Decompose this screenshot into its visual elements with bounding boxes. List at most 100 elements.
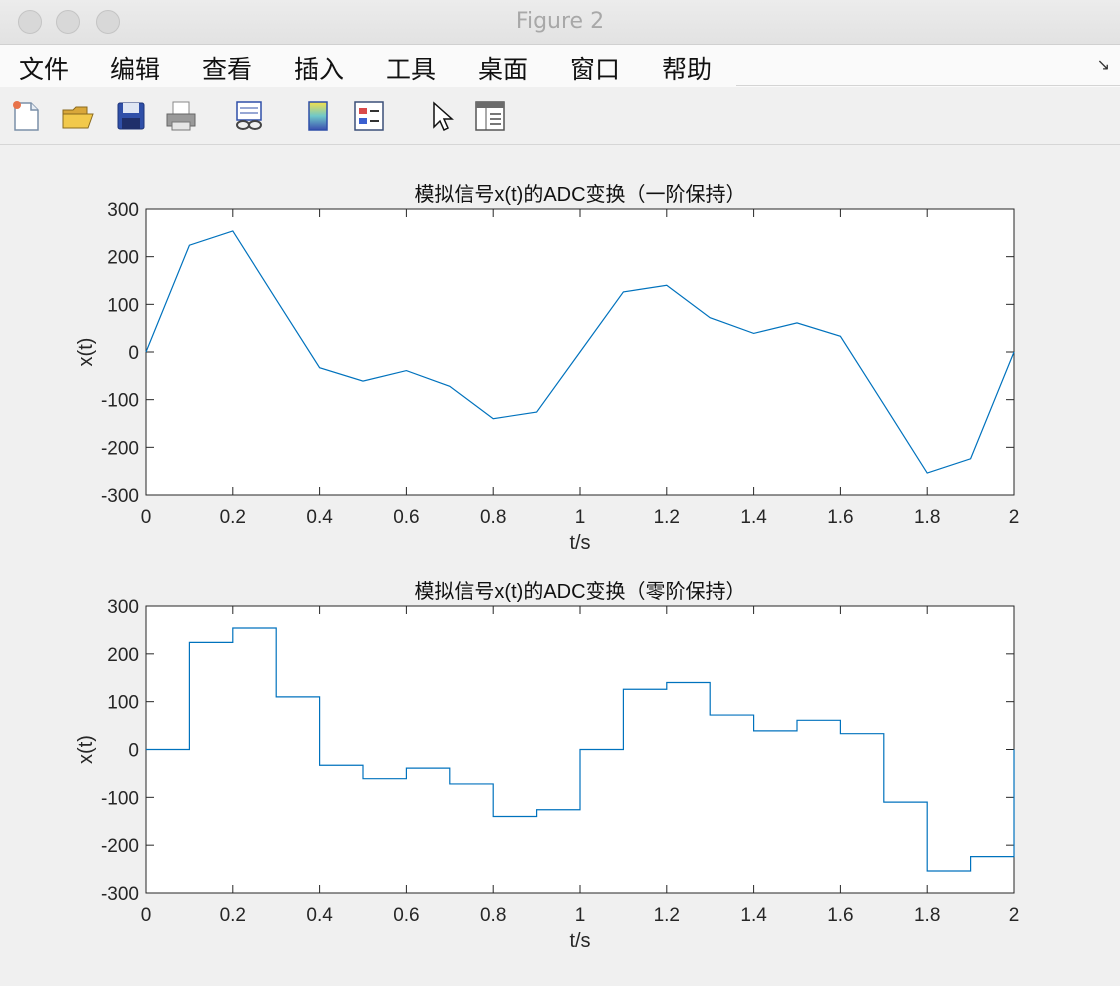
menu-window[interactable]: 窗口	[570, 55, 621, 84]
x-tick-label: 1	[575, 507, 586, 528]
data-point	[579, 351, 582, 354]
data-point	[622, 688, 625, 691]
save-icon[interactable]	[113, 98, 149, 134]
axes-1: 0 0.2 0.4 0.6 0.8 1 1.2 1.4 1.6 1.8 2 300 200 100 0 -10…	[75, 183, 1019, 554]
x-tick-label: 1.2	[654, 905, 680, 926]
y-tick-label: -100	[101, 391, 139, 412]
data-point	[579, 748, 582, 751]
menu-view[interactable]: 查看	[202, 55, 253, 84]
data-point	[796, 321, 799, 324]
data-point	[535, 808, 538, 811]
data-point	[882, 801, 885, 804]
x-tick-label: 1.2	[654, 507, 680, 528]
data-point	[145, 351, 148, 354]
title-bar[interactable]: Figure 2	[0, 0, 1120, 45]
print-icon[interactable]	[163, 98, 199, 134]
x-tick-label: 0.6	[393, 905, 419, 926]
y-tick-label: -300	[101, 884, 139, 905]
data-point	[926, 472, 929, 475]
open-folder-icon[interactable]	[60, 98, 96, 134]
toolbar	[0, 88, 1120, 145]
data-point	[362, 380, 365, 383]
menu-tools[interactable]: 工具	[386, 55, 437, 84]
data-point	[622, 290, 625, 293]
y-tick-label: 300	[107, 597, 139, 618]
x-tick-label: 2	[1009, 905, 1020, 926]
close-window-button[interactable]	[18, 10, 42, 34]
y-tick-label: 0	[128, 343, 139, 364]
x-tick-label: 1.4	[740, 905, 767, 926]
new-file-icon[interactable]	[8, 98, 44, 134]
menu-file[interactable]: 文件	[19, 55, 70, 84]
data-point	[535, 411, 538, 414]
y-tick-label: -100	[101, 788, 139, 809]
x-axis-label: t/s	[569, 532, 590, 554]
data-point	[709, 316, 712, 319]
data-point	[752, 729, 755, 732]
y-tick-label: -200	[101, 836, 139, 857]
y-tick-label: 200	[107, 248, 139, 269]
menu-divider	[736, 85, 1120, 86]
data-point	[1013, 351, 1016, 354]
data-point	[362, 777, 365, 780]
data-point	[926, 869, 929, 872]
y-tick-label: 200	[107, 645, 139, 666]
zoom-window-button[interactable]	[96, 10, 120, 34]
data-point	[752, 332, 755, 335]
figure-canvas: 0 0.2 0.4 0.6 0.8 1 1.2 1.4 1.6 1.8 23002001000-10…	[75, 183, 1019, 952]
window-title: Figure 2	[515, 9, 605, 34]
x-tick-label: 0.2	[220, 905, 246, 926]
axes-2: 0 0.2 0.4 0.6 0.8 1 1.2 1.4 1.6 1.8 2 300 200 100 0 -10…	[75, 580, 1019, 952]
y-tick-label: 0	[128, 741, 139, 762]
data-point	[969, 855, 972, 858]
x-tick-label: 0	[141, 507, 152, 528]
series-line-1	[145, 230, 1015, 474]
data-point	[231, 229, 234, 232]
select-pointer-icon[interactable]	[424, 98, 460, 134]
dock-arrow-icon[interactable]: ↘	[1096, 55, 1110, 74]
data-point	[145, 748, 148, 751]
data-point	[188, 641, 191, 644]
data-point	[492, 417, 495, 420]
data-point	[275, 298, 278, 301]
property-inspector-icon[interactable]	[472, 98, 508, 134]
series-line-1	[146, 627, 1015, 872]
menu-help[interactable]: 帮助	[662, 55, 713, 84]
data-point	[665, 284, 668, 287]
x-axis-label: t/s	[569, 930, 590, 952]
menu-desktop[interactable]: 桌面	[478, 55, 529, 84]
minimize-window-button[interactable]	[56, 10, 80, 34]
x-tick-label: 1.8	[914, 905, 940, 926]
data-point	[492, 815, 495, 818]
data-point	[839, 335, 842, 338]
x-tick-label: 1.4	[740, 507, 767, 528]
data-point	[405, 369, 408, 372]
link-plot-icon[interactable]	[231, 98, 267, 134]
x-tick-label: 1.8	[914, 507, 940, 528]
legend-icon[interactable]	[351, 98, 387, 134]
x-tick-label: 1	[575, 905, 586, 926]
data-point	[882, 403, 885, 406]
data-point	[405, 767, 408, 770]
data-point	[709, 714, 712, 717]
data-point	[188, 244, 191, 247]
data-point	[839, 732, 842, 735]
data-point	[231, 627, 234, 630]
menu-edit[interactable]: 编辑	[110, 55, 161, 84]
y-tick-label: 100	[107, 693, 139, 714]
x-tick-label: 0.8	[480, 905, 506, 926]
data-point	[448, 782, 451, 785]
colorbar-icon[interactable]	[300, 98, 336, 134]
menu-bar: 文件 编辑 查看 插入 工具 桌面 窗口 帮助 ↘	[0, 45, 1120, 87]
x-tick-label: 0	[141, 905, 152, 926]
x-tick-label: 1.6	[827, 507, 853, 528]
x-tick-label: 2	[1009, 507, 1020, 528]
data-point	[275, 695, 278, 698]
y-axis-label: x(t)	[75, 338, 97, 367]
y-tick-label: 100	[107, 295, 139, 316]
data-point	[318, 764, 321, 767]
menu-insert[interactable]: 插入	[294, 55, 345, 84]
y-tick-label: -300	[101, 486, 139, 507]
chart-title: 模拟信号x(t)的ADC变换（零阶保持）	[414, 580, 745, 603]
